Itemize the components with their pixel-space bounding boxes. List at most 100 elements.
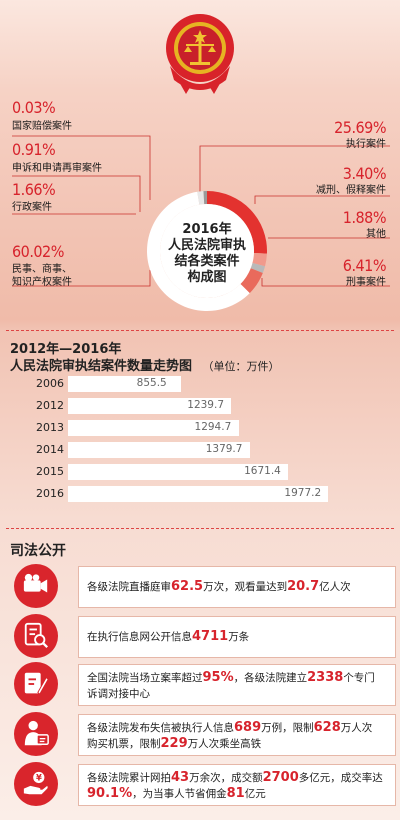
slice-label: 民事、商事、 bbox=[12, 264, 72, 275]
info-text: 亿元 bbox=[244, 788, 266, 800]
highlight-number: 229 bbox=[160, 736, 188, 751]
donut-hole bbox=[160, 204, 254, 298]
divider bbox=[6, 528, 394, 529]
document-search-icon bbox=[14, 614, 58, 658]
slice-label: 减刑、假释案件 bbox=[316, 185, 386, 196]
slice-label: 知识产权案件 bbox=[12, 277, 72, 288]
info-text: 个专门 bbox=[343, 672, 375, 684]
info-text: 各级法院直播庭审 bbox=[87, 581, 171, 593]
highlight-number: 628 bbox=[313, 720, 341, 735]
slice-value-label: 3.40% bbox=[342, 164, 387, 183]
info-text: 万人次 bbox=[340, 722, 373, 734]
bar-category-label: 2014 bbox=[36, 443, 64, 456]
section-title: 司法公开 bbox=[10, 543, 66, 559]
info-line: 各级法院直播庭审62.5万次，观看量达到20.7亿人次 bbox=[87, 579, 389, 595]
slice-value-label: 1.88% bbox=[342, 208, 387, 227]
slice-label: 刑事案件 bbox=[346, 277, 386, 288]
donut-title: 2016年 人民法院审执 结各类案件 构成图 bbox=[167, 222, 246, 285]
highlight-number: 90.1% bbox=[87, 786, 133, 801]
svg-text:¥: ¥ bbox=[36, 773, 42, 783]
info-text: 各级法院发布失信被执行人信息 bbox=[87, 722, 234, 734]
divider bbox=[6, 330, 394, 331]
info-text: 各级法院累计网拍 bbox=[87, 772, 171, 784]
slice-value-label: 0.91% bbox=[12, 140, 56, 159]
video-camera-icon bbox=[14, 564, 58, 608]
slice-label: 国家赔偿案件 bbox=[12, 121, 72, 132]
bar bbox=[68, 486, 329, 502]
info-row: 各级法院发布失信被执行人信息689万例，限制628万人次 购买机票，限制229万人… bbox=[4, 710, 396, 758]
info-text-box: 各级法院发布失信被执行人信息689万例，限制628万人次 购买机票，限制229万人… bbox=[78, 714, 396, 756]
info-text: 万条 bbox=[228, 631, 250, 643]
info-line: 诉调对接中心 bbox=[87, 686, 389, 702]
info-line: 各级法院发布失信被执行人信息689万例，限制628万人次 bbox=[87, 720, 389, 736]
slice-label: 其他 bbox=[366, 229, 386, 240]
slice-label: 行政案件 bbox=[12, 202, 52, 213]
highlight-number: 95% bbox=[202, 670, 234, 685]
info-row: ¥ 各级法院累计网拍43万余次，成交额2700多亿元，成交率达 90.1%，为当事人… bbox=[4, 760, 396, 808]
donut-slice bbox=[252, 253, 267, 267]
info-row: 在执行信息网公开信息4711万条 bbox=[4, 612, 396, 660]
info-text: 万余次，成交额 bbox=[189, 772, 263, 784]
highlight-number: 81 bbox=[226, 786, 245, 801]
bar-category-label: 2015 bbox=[36, 465, 64, 478]
donut-slice bbox=[207, 191, 267, 254]
connector-lines bbox=[12, 135, 390, 287]
donut-slice bbox=[240, 268, 263, 294]
hand-money-icon: ¥ bbox=[14, 762, 58, 806]
slice-value-label: 25.69% bbox=[334, 118, 386, 137]
bar bbox=[68, 464, 289, 480]
info-text-box: 在执行信息网公开信息4711万条 bbox=[78, 616, 396, 658]
info-row: 全国法院当场立案率超过95%，各级法院建立2338个专门诉调对接中心 bbox=[4, 660, 396, 708]
info-text: 全国法院当场立案率超过 bbox=[87, 672, 203, 684]
bar-category-label: 2013 bbox=[36, 421, 64, 434]
highlight-number: 43 bbox=[171, 770, 190, 785]
info-text: 诉调对接中心 bbox=[87, 688, 150, 700]
bar bbox=[68, 376, 181, 392]
info-text-box: 各级法院累计网拍43万余次，成交额2700多亿元，成交率达 90.1%，为当事人节… bbox=[78, 764, 396, 806]
slice-label: 执行案件 bbox=[346, 139, 386, 150]
donut-slice bbox=[203, 191, 207, 205]
info-text-box: 各级法院直播庭审62.5万次，观看量达到20.7亿人次 bbox=[78, 566, 396, 608]
unit-label: （单位：万件） bbox=[202, 360, 280, 373]
bar-category-label: 2006 bbox=[36, 377, 64, 390]
info-line: 全国法院当场立案率超过95%，各级法院建立2338个专门 bbox=[87, 670, 389, 686]
bar-value-label: 1294.7 bbox=[194, 421, 232, 433]
info-text: ，为当事人节省佣金 bbox=[132, 788, 227, 800]
highlight-number: 2700 bbox=[262, 770, 299, 785]
bar-value-label: 1671.4 bbox=[244, 465, 281, 477]
donut-slice bbox=[197, 191, 205, 205]
slice-value-label: 0.03% bbox=[12, 98, 56, 117]
info-text-box: 全国法院当场立案率超过95%，各级法院建立2338个专门诉调对接中心 bbox=[78, 664, 396, 706]
court-emblem-icon bbox=[166, 14, 234, 94]
donut-slice bbox=[147, 191, 250, 311]
bar-value-label: 1239.7 bbox=[187, 399, 225, 411]
info-text: 亿人次 bbox=[319, 581, 351, 593]
info-line: 购买机票，限制229万人次乘坐高铁 bbox=[87, 736, 389, 752]
donut-chart bbox=[147, 191, 267, 311]
bar bbox=[68, 398, 232, 414]
bar-value-label: 855.5 bbox=[136, 377, 167, 389]
slice-value-label: 60.02% bbox=[12, 242, 64, 261]
bar-chart: 2006 855.5 2012 1239.7 2013 1294.7 2014 1379.7 2… bbox=[0, 376, 400, 516]
trend-title-line1: 2012年—2016年 bbox=[10, 342, 122, 357]
info-text: 万例，限制 bbox=[261, 722, 314, 734]
info-text: 多亿元，成交率达 bbox=[298, 772, 383, 784]
info-row: 各级法院直播庭审62.5万次，观看量达到20.7亿人次 bbox=[4, 562, 396, 610]
bar-category-label: 2012 bbox=[36, 399, 64, 412]
info-line: 在执行信息网公开信息4711万条 bbox=[87, 629, 389, 645]
bar-category-label: 2016 bbox=[36, 487, 64, 500]
highlight-number: 4711 bbox=[192, 629, 229, 644]
bar-value-label: 1977.2 bbox=[284, 487, 322, 499]
person-id-icon bbox=[14, 712, 58, 756]
pen-document-icon bbox=[14, 662, 58, 706]
info-text: 万人次乘坐高铁 bbox=[187, 738, 262, 750]
highlight-number: 689 bbox=[234, 720, 262, 735]
highlight-number: 2338 bbox=[307, 670, 344, 685]
info-text: 在执行信息网公开信息 bbox=[87, 631, 192, 643]
trend-title-line2: 人民法院审执结案件数量走势图 （单位：万件） bbox=[10, 359, 280, 374]
info-line: 各级法院累计网拍43万余次，成交额2700多亿元，成交率达 bbox=[87, 770, 389, 786]
highlight-number: 20.7 bbox=[287, 579, 320, 594]
highlight-number: 62.5 bbox=[171, 579, 204, 594]
info-text: 万次，观看量达到 bbox=[203, 581, 288, 593]
